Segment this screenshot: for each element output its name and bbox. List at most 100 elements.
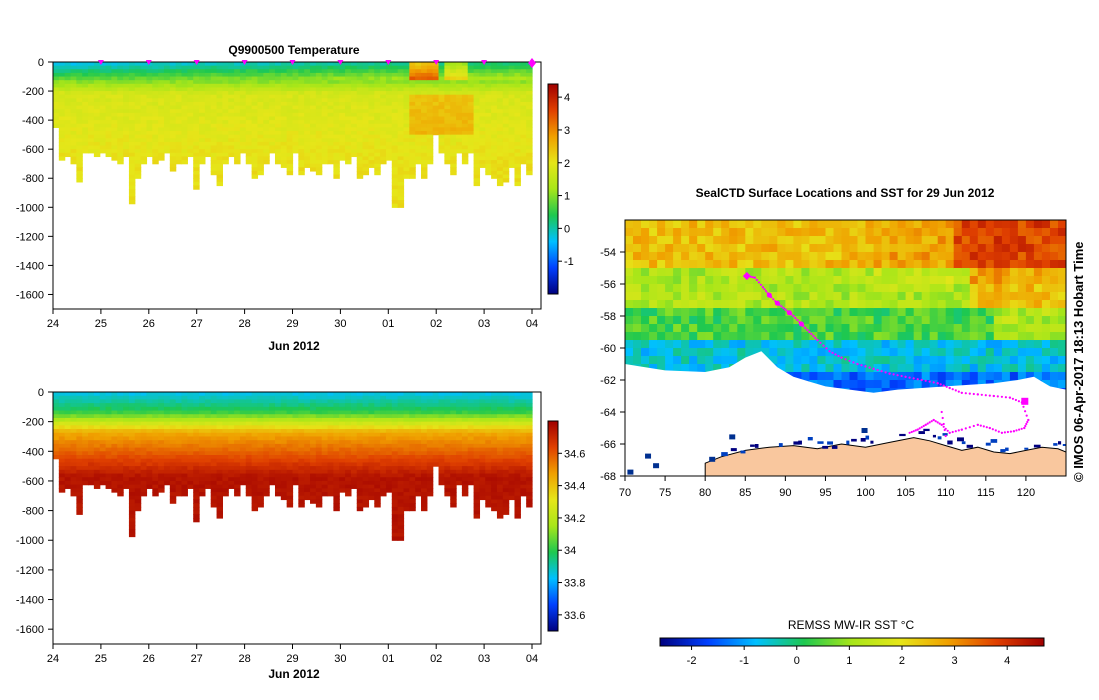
section-cell (491, 432, 498, 438)
section-cell (286, 503, 294, 508)
section-cell (286, 160, 294, 165)
section-cell (526, 436, 533, 441)
section-cell (380, 440, 387, 445)
section-cell (491, 477, 498, 482)
section-cell (298, 167, 305, 172)
section-cell (99, 141, 107, 147)
section-cell (88, 455, 95, 460)
section-cell (245, 69, 253, 74)
section-cell (99, 462, 107, 467)
section-cell (467, 65, 475, 70)
section-cell (292, 410, 299, 415)
section-cell (99, 116, 107, 121)
section-cell (479, 480, 486, 486)
section-cell (298, 414, 305, 419)
section-cell (70, 112, 77, 118)
section-cell (298, 499, 305, 504)
section-cell (514, 495, 521, 501)
section-cell (409, 503, 416, 508)
section-cell (82, 109, 89, 114)
section-cell (123, 83, 130, 89)
section-cell (391, 499, 399, 504)
section-cell (321, 134, 329, 139)
sst-cell (633, 348, 642, 357)
section-cell (450, 480, 457, 486)
section-cell (321, 152, 329, 158)
section-cell (479, 414, 486, 419)
sst-cell (625, 324, 634, 333)
section-cell (374, 403, 381, 408)
section-cell (502, 127, 510, 132)
section-cell (58, 152, 66, 158)
section-cell (391, 458, 399, 464)
section-cell (403, 109, 410, 114)
section-cell (280, 109, 288, 114)
section-cell (234, 127, 241, 132)
section-cell (374, 421, 381, 426)
section-cell (327, 156, 334, 161)
section-cell (234, 466, 241, 471)
section-cell (426, 65, 434, 70)
section-cell (158, 112, 165, 118)
section-cell (409, 432, 416, 438)
section-cell (508, 134, 516, 139)
section-cell (415, 443, 422, 449)
section-cell (456, 98, 463, 103)
section-cell (485, 69, 492, 74)
section-cell (502, 131, 510, 136)
section-cell (234, 473, 241, 478)
section-cell (105, 447, 113, 452)
section-cell (210, 83, 218, 89)
section-cell (473, 101, 481, 107)
section-cell (239, 76, 247, 81)
section-cell (321, 123, 329, 128)
section-cell (362, 395, 370, 401)
section-cell (263, 156, 270, 161)
section-cell (432, 443, 440, 449)
temperature-colorbar-gradient (547, 83, 559, 295)
section-cell (374, 417, 381, 423)
section-cell (450, 120, 457, 125)
section-cell (251, 506, 259, 512)
section-cell (216, 105, 223, 110)
section-cell (450, 395, 457, 401)
section-cell (514, 443, 521, 449)
section-cell (409, 160, 416, 165)
section-cell (158, 98, 165, 103)
section-cell (397, 403, 405, 408)
section-cell (228, 152, 235, 158)
section-cell (520, 101, 527, 107)
section-cell (251, 447, 259, 452)
sst-cell (633, 244, 642, 253)
section-cell (310, 94, 317, 99)
section-cell (199, 480, 206, 486)
section-cell (70, 410, 77, 415)
section-cell (403, 443, 410, 449)
section-cell (362, 403, 370, 408)
section-cell (502, 174, 510, 179)
section-cell (327, 429, 334, 434)
section-cell (304, 432, 311, 438)
section-cell (333, 425, 340, 430)
section-cell (163, 120, 171, 125)
section-cell (350, 455, 358, 460)
section-cell (274, 116, 282, 121)
section-cell (333, 458, 340, 464)
section-cell (461, 403, 469, 408)
section-cell (502, 455, 510, 460)
section-cell (426, 145, 434, 150)
section-cell (415, 98, 422, 103)
section-cell (391, 451, 399, 456)
section-cell (461, 65, 469, 70)
section-cell (421, 399, 428, 404)
section-cell (485, 440, 492, 445)
section-cell (310, 480, 317, 486)
section-cell (350, 112, 358, 118)
section-cell (491, 112, 498, 118)
section-cell (444, 477, 451, 482)
section-cell (99, 105, 107, 110)
section-cell (64, 440, 72, 445)
section-cell (175, 488, 183, 493)
section-cell (473, 76, 481, 81)
section-cell (362, 410, 370, 415)
